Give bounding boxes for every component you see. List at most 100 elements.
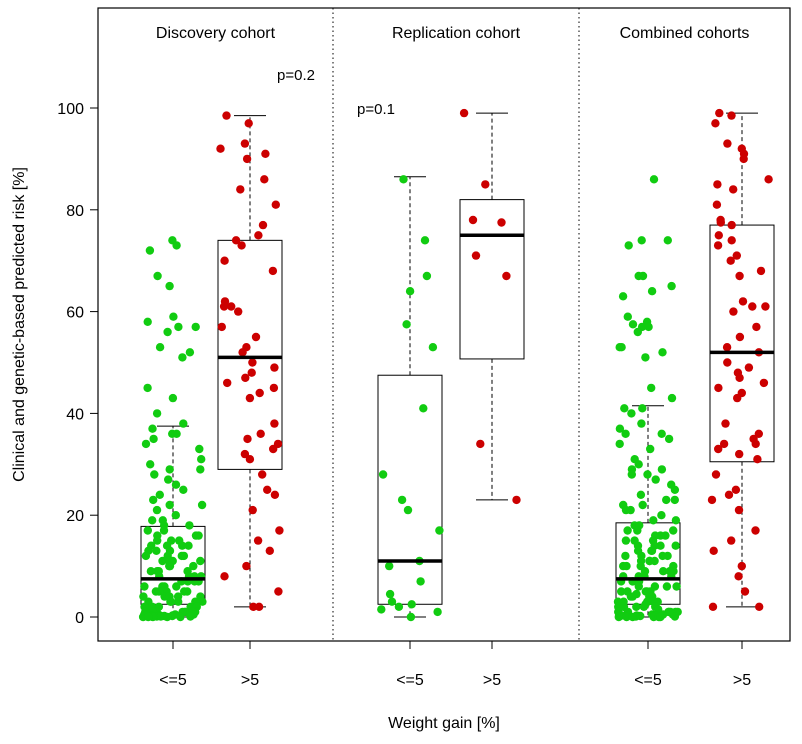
data-point — [649, 175, 659, 184]
data-point — [143, 383, 152, 393]
data-point — [711, 470, 721, 479]
data-point — [471, 251, 481, 260]
data-point — [174, 322, 183, 332]
data-point — [615, 439, 624, 449]
data-point — [623, 312, 632, 321]
data-point — [185, 348, 195, 357]
box — [217, 239, 283, 470]
data-point — [658, 348, 667, 357]
data-point — [617, 343, 626, 352]
data-point — [416, 577, 425, 586]
data-point — [245, 393, 255, 403]
data-point — [636, 490, 646, 499]
x-tick-label: >5 — [241, 672, 259, 689]
data-point — [622, 612, 631, 622]
data-point — [643, 470, 652, 479]
data-point — [422, 271, 432, 281]
data-point — [634, 460, 643, 469]
y-tick-label: 60 — [66, 305, 84, 322]
data-point — [189, 561, 198, 571]
data-point — [658, 551, 667, 561]
data-point — [761, 302, 770, 311]
data-point — [222, 111, 231, 120]
data-point — [419, 404, 428, 413]
data-point — [621, 536, 631, 545]
data-point — [260, 175, 269, 184]
data-point — [378, 470, 388, 479]
x-tick-label: <=5 — [159, 672, 187, 689]
data-point — [632, 602, 641, 611]
data-point — [402, 320, 411, 329]
data-point — [721, 419, 730, 428]
data-point — [428, 343, 438, 352]
data-point — [628, 320, 638, 329]
data-point — [621, 551, 630, 561]
data-point — [156, 612, 165, 621]
data-point — [651, 475, 660, 484]
data-point — [751, 439, 760, 449]
data-point — [270, 490, 280, 499]
data-point — [719, 439, 729, 449]
data-point — [217, 322, 226, 332]
data-point — [420, 236, 430, 245]
data-point — [258, 220, 268, 230]
data-point — [644, 322, 653, 332]
data-point — [657, 465, 667, 474]
data-point — [650, 556, 659, 566]
data-point — [241, 373, 250, 382]
data-point — [197, 455, 206, 464]
data-point — [185, 521, 194, 530]
data-point — [145, 246, 155, 255]
data-point — [729, 307, 738, 316]
data-point — [269, 383, 279, 393]
data-point — [709, 546, 718, 555]
data-point — [245, 455, 255, 464]
data-point — [711, 119, 720, 128]
data-point — [141, 439, 151, 449]
data-point — [621, 505, 631, 515]
data-point — [502, 271, 511, 281]
data-point — [753, 455, 762, 464]
data-point — [168, 393, 178, 403]
data-point — [751, 526, 760, 535]
data-point — [476, 439, 485, 449]
data-point — [732, 251, 741, 260]
data-point — [714, 444, 723, 454]
data-point — [403, 505, 413, 515]
data-point — [637, 236, 646, 245]
data-point — [163, 327, 172, 337]
data-point — [165, 500, 174, 510]
data-point — [649, 516, 658, 525]
data-point — [236, 185, 245, 194]
data-point — [176, 612, 185, 622]
data-point — [755, 602, 764, 611]
data-point — [633, 327, 642, 337]
data-point — [759, 378, 769, 388]
data-point — [254, 602, 264, 611]
data-point — [165, 281, 174, 291]
data-point — [174, 597, 183, 606]
data-point — [740, 587, 750, 596]
data-point — [152, 505, 162, 515]
data-point — [638, 500, 647, 510]
data-point — [172, 582, 181, 591]
data-point — [667, 393, 677, 403]
y-tick-label: 20 — [66, 508, 84, 525]
data-point — [234, 307, 243, 316]
data-point — [722, 343, 732, 352]
data-point — [270, 419, 279, 428]
data-point — [671, 541, 680, 550]
data-point — [715, 108, 724, 118]
data-point — [748, 302, 757, 311]
data-point — [638, 404, 647, 413]
data-point — [647, 383, 656, 393]
data-point — [670, 495, 679, 505]
data-point — [165, 561, 174, 571]
data-point — [155, 490, 164, 499]
data-point — [152, 546, 161, 555]
data-point — [165, 465, 174, 474]
data-point — [258, 470, 267, 479]
data-point — [731, 485, 741, 494]
data-point — [727, 236, 736, 245]
data-point — [237, 241, 246, 250]
